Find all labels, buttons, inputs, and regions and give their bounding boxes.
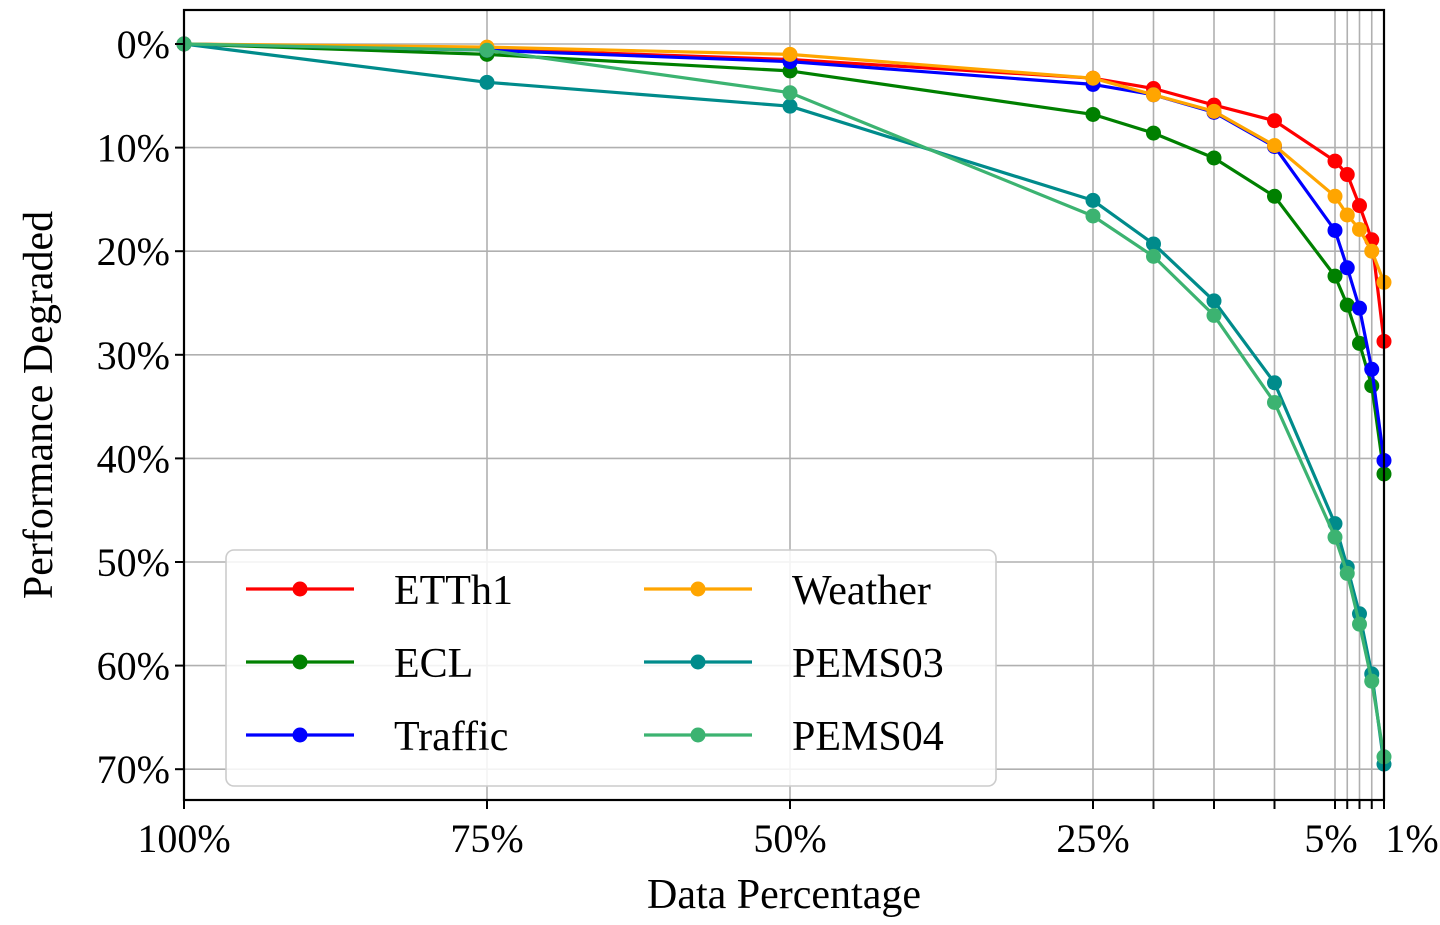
data-point (782, 46, 798, 62)
legend-entry-pems04: PEMS04 (644, 714, 944, 760)
x-axis-label: Data Percentage (647, 872, 921, 918)
data-point (1327, 529, 1343, 545)
data-point (1339, 565, 1355, 581)
y-tick-label: 20% (97, 229, 170, 274)
data-point (1352, 335, 1367, 351)
legend-swatch-marker (690, 727, 706, 743)
legend-box (225, 549, 997, 787)
y-tick-label: 70% (97, 747, 170, 792)
y-tick-label: 30% (97, 333, 170, 378)
legend-entry-weather: Weather (644, 568, 931, 614)
data-point (1085, 192, 1101, 208)
data-point (1327, 153, 1343, 169)
data-point (1146, 248, 1161, 264)
legend-swatch-marker (292, 727, 308, 743)
data-point (1364, 361, 1380, 377)
data-point (1339, 260, 1355, 276)
data-point (782, 98, 798, 114)
legend-swatch-marker (690, 581, 706, 597)
y-tick-label: 50% (97, 540, 170, 585)
axis-ticks: 0% 10% 20% 30% 40% 50% 60% 70% 100% 75% 50% 25% 5% 1% (97, 22, 1439, 861)
data-point (1327, 188, 1343, 204)
series-line (183, 42, 1386, 283)
data-point (1267, 138, 1282, 154)
data-point (1352, 221, 1367, 237)
series-pems04 (176, 36, 1392, 765)
data-point (1146, 236, 1161, 252)
data-point (1085, 70, 1101, 86)
data-point (1339, 167, 1355, 183)
data-point (1364, 673, 1380, 689)
plot-frame (182, 8, 1386, 802)
legend-entry-ecl: ECL (246, 641, 473, 687)
legend-label: ETTh1 (394, 568, 513, 614)
x-tick-label: 75% (450, 816, 523, 861)
data-point (1206, 103, 1222, 119)
data-point (1206, 307, 1222, 323)
y-tick-label: 40% (97, 436, 170, 481)
data-point (1206, 150, 1222, 166)
data-point (1364, 243, 1380, 259)
x-tick-label: 25% (1056, 816, 1129, 861)
data-point (1085, 208, 1101, 224)
x-tick-label: 50% (753, 816, 826, 861)
data-point (1146, 87, 1161, 103)
data-point (479, 74, 495, 90)
y-tick-label: 10% (97, 126, 170, 171)
y-tick-label: 60% (97, 644, 170, 689)
legend-swatch-marker (292, 654, 308, 670)
data-point (1146, 125, 1161, 141)
data-point (479, 42, 495, 58)
data-point (1339, 207, 1355, 223)
x-tick-label: 5% (1304, 816, 1357, 861)
legend: ETTh1 ECL Traffic Weather PEMS03 PEMS04 (225, 549, 997, 787)
data-point (1352, 198, 1367, 214)
legend-label: PEMS03 (792, 641, 944, 687)
y-tick-label: 0% (117, 22, 170, 67)
legend-entry-traffic: Traffic (246, 714, 508, 760)
legend-label: Weather (792, 568, 931, 614)
x-tick-label: 100% (137, 816, 230, 861)
legend-entry-pems03: PEMS03 (644, 641, 944, 687)
data-point (1352, 616, 1367, 632)
data-point (782, 85, 798, 101)
data-point (1267, 394, 1282, 410)
series-group (176, 36, 1392, 772)
legend-label: ECL (394, 641, 473, 687)
data-point (1267, 113, 1282, 129)
y-axis-label: Performance Degraded (16, 211, 62, 599)
data-point (1206, 293, 1222, 309)
data-point (1352, 300, 1367, 316)
data-point (1267, 375, 1282, 391)
data-point (1327, 222, 1343, 238)
data-point (1267, 188, 1282, 204)
data-point (1339, 297, 1355, 313)
x-tick-label: 1% (1385, 816, 1438, 861)
series-line (183, 42, 1386, 758)
legend-entry-etth1: ETTh1 (246, 568, 513, 614)
data-point (1327, 268, 1343, 284)
legend-label: Traffic (394, 714, 508, 760)
legend-swatch-marker (292, 581, 308, 597)
data-point (1085, 106, 1101, 122)
legend-label: PEMS04 (792, 714, 944, 760)
legend-swatch-marker (690, 654, 706, 670)
